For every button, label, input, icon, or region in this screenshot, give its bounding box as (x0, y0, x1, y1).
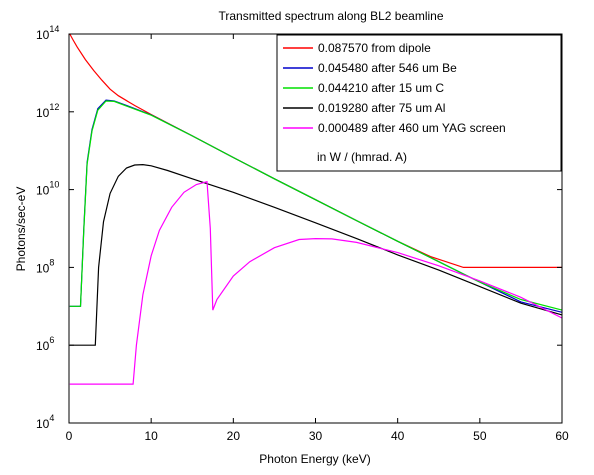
chart-title: Transmitted spectrum along BL2 beamline (219, 9, 444, 23)
x-tick-label: 40 (391, 429, 405, 443)
legend: 0.087570 from dipole 0.045480 after 546 u… (276, 34, 562, 172)
x-tick-label: 60 (555, 429, 569, 443)
legend-entries: 0.087570 from dipole 0.045480 after 546 u… (283, 41, 506, 135)
y-tick-label: 106 (36, 335, 54, 353)
y-tick-label: 1014 (36, 24, 59, 42)
legend-box (276, 34, 562, 172)
y-tick-label: 1012 (36, 102, 59, 120)
legend-label-4: 0.019280 after 75 um Al (318, 101, 445, 115)
x-tick-label: 30 (309, 429, 323, 443)
x-tick-label: 20 (227, 429, 241, 443)
series-layer (69, 33, 563, 385)
x-tick-label: 0 (66, 429, 73, 443)
x-axis: 0 10 20 30 40 50 60 (66, 34, 569, 443)
x-tick-label: 50 (473, 429, 487, 443)
x-axis-label: Photon Energy (keV) (259, 452, 370, 466)
legend-label-5: 0.000489 after 460 um YAG screen (318, 121, 506, 135)
legend-label-2: 0.045480 after 546 um Be (318, 61, 457, 75)
legend-label-3: 0.044210 after 15 um C (318, 81, 444, 95)
y-tick-label: 104 (36, 413, 54, 431)
series-line-5 (69, 180, 563, 385)
x-tick-label: 10 (144, 429, 158, 443)
series-line-3 (69, 100, 563, 311)
y-axis-label: Photons/sec-eV (14, 187, 28, 272)
legend-label-1: 0.087570 from dipole (318, 41, 431, 55)
y-tick-label: 1010 (36, 180, 59, 198)
series-line-4 (69, 163, 563, 346)
legend-units-note: in W / (hmrad. A) (317, 150, 407, 164)
y-tick-label: 108 (36, 257, 54, 275)
